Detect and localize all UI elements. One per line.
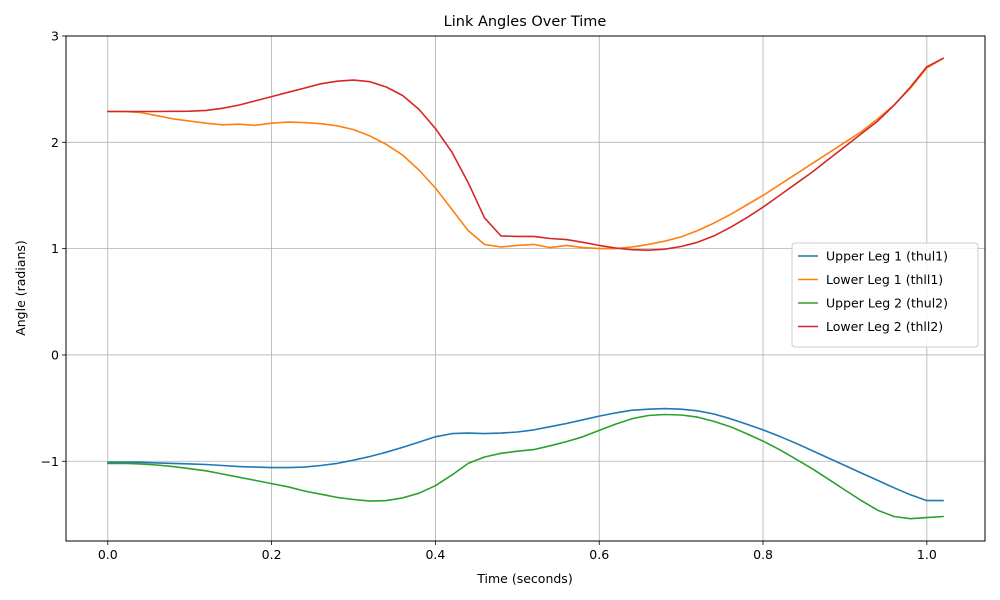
- legend: Upper Leg 1 (thul1) Lower Leg 1 (thll1) Up…: [791, 242, 979, 348]
- series-line: [107, 413, 945, 520]
- x-tick-label: 0.4: [425, 547, 445, 562]
- legend-box: [791, 242, 979, 348]
- y-tick-label: 3: [51, 29, 59, 44]
- x-axis-label: Time (seconds): [476, 571, 572, 586]
- y-axis-label: Angle (radians): [13, 240, 28, 336]
- x-tick-label: 0.0: [98, 547, 118, 562]
- series-line: [107, 57, 945, 251]
- chart-title: Link Angles Over Time: [444, 14, 607, 30]
- legend-label: Lower Leg 2 (thll2): [826, 319, 943, 334]
- series-line: [107, 407, 945, 502]
- x-tick-label: 0.6: [589, 547, 609, 562]
- axis-ticks: 0.0 0.2 0.4 0.6 0.8 1.0 −1 0 1 2 3: [41, 29, 937, 563]
- x-tick-label: 0.2: [262, 547, 282, 562]
- plot-frame: [65, 35, 986, 542]
- y-tick-label: −1: [41, 454, 59, 469]
- series-line: [107, 57, 945, 250]
- y-tick-label: 1: [51, 241, 59, 256]
- legend-label: Upper Leg 1 (thul1): [826, 249, 948, 264]
- x-tick-label: 0.8: [753, 547, 773, 562]
- legend-label: Upper Leg 2 (thul2): [826, 296, 948, 311]
- y-tick-label: 2: [51, 135, 59, 150]
- legend-label: Lower Leg 1 (thll1): [826, 272, 943, 287]
- x-tick-label: 1.0: [917, 547, 937, 562]
- y-tick-label: 0: [51, 347, 59, 362]
- series-lines: [107, 57, 945, 520]
